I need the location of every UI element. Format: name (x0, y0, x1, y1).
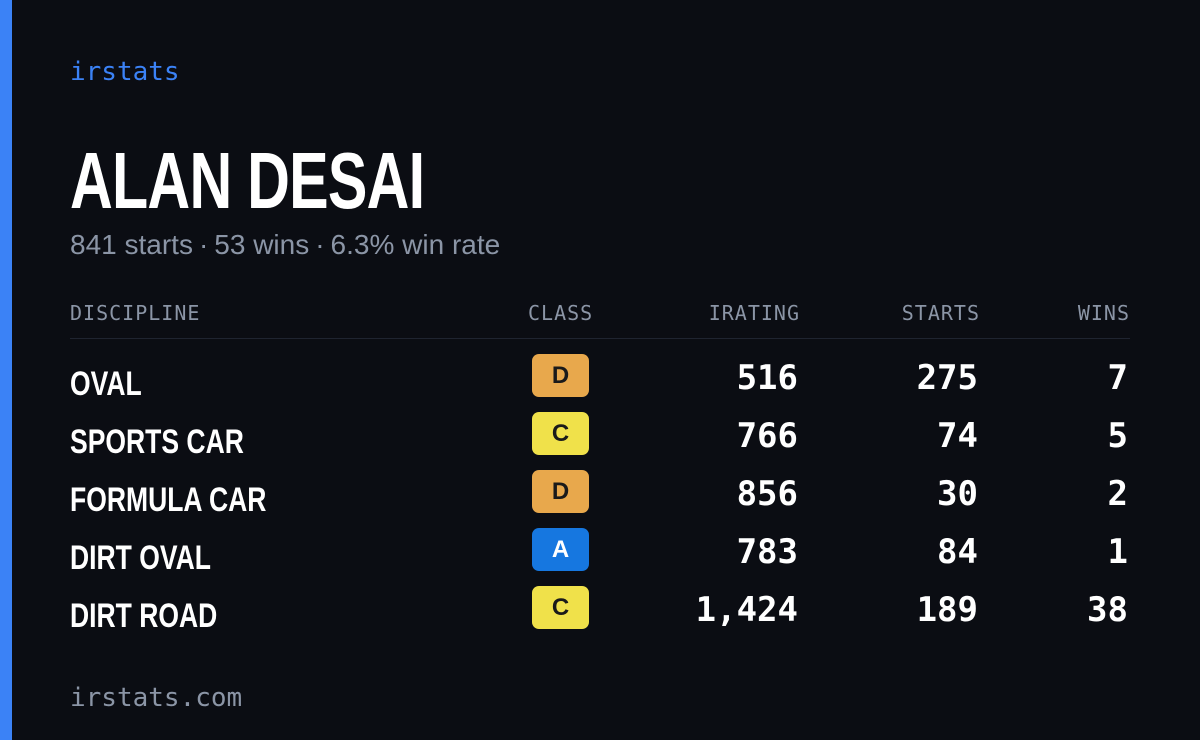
header-class: CLASS (528, 301, 594, 325)
discipline-name: FORMULA CAR (70, 481, 267, 519)
starts-value: 84 (937, 532, 978, 572)
wins-value: 5 (1107, 416, 1128, 456)
discipline-name: DIRT OVAL (70, 539, 211, 577)
license-class-badge: A (532, 528, 589, 571)
irating-value: 856 (736, 474, 798, 514)
summary-starts: 841 starts (70, 229, 193, 260)
license-class-badge: D (532, 470, 589, 513)
table-row: SPORTS CAR C 766 74 5 (70, 410, 1130, 468)
starts-value: 30 (937, 474, 978, 514)
header-irating: IRATING (708, 301, 800, 325)
brand-logo-text: irstats (70, 57, 180, 87)
stats-table-header: DISCIPLINE CLASS IRATING STARTS WINS (70, 300, 1130, 339)
stats-table-body: OVAL D 516 275 7 SPORTS CAR C 766 74 5 F… (70, 352, 1130, 642)
summary-separator: · (198, 229, 209, 260)
license-class-badge: D (532, 354, 589, 397)
accent-bar (0, 0, 12, 740)
footer-domain-link[interactable]: irstats.com (70, 683, 243, 713)
driver-summary: 841 starts · 53 wins · 6.3% win rate (70, 228, 500, 262)
license-class-badge: C (532, 586, 589, 629)
summary-separator: · (315, 229, 325, 260)
table-row: DIRT ROAD C 1,424 189 38 (70, 584, 1130, 642)
irating-value: 783 (736, 532, 798, 572)
irating-value: 1,424 (695, 590, 798, 630)
summary-win-rate: 6.3% win rate (330, 229, 501, 260)
discipline-name: SPORTS CAR (70, 423, 244, 461)
driver-name: ALAN DESAI (70, 136, 425, 225)
discipline-name: OVAL (70, 365, 142, 403)
wins-value: 2 (1107, 474, 1128, 514)
irating-value: 766 (736, 416, 798, 456)
header-discipline: DISCIPLINE (70, 301, 201, 325)
header-wins: WINS (1077, 301, 1130, 325)
table-row: DIRT OVAL A 783 84 1 (70, 526, 1130, 584)
table-row: OVAL D 516 275 7 (70, 352, 1130, 410)
header-starts: STARTS (901, 301, 980, 325)
wins-value: 1 (1107, 532, 1128, 572)
irating-value: 516 (736, 358, 798, 398)
summary-wins: 53 wins (214, 229, 310, 260)
starts-value: 189 (916, 590, 978, 630)
license-class-badge: C (532, 412, 589, 455)
starts-value: 74 (937, 416, 978, 456)
starts-value: 275 (916, 358, 978, 398)
wins-value: 7 (1107, 358, 1128, 398)
table-row: FORMULA CAR D 856 30 2 (70, 468, 1130, 526)
wins-value: 38 (1087, 590, 1128, 630)
discipline-name: DIRT ROAD (70, 597, 218, 635)
